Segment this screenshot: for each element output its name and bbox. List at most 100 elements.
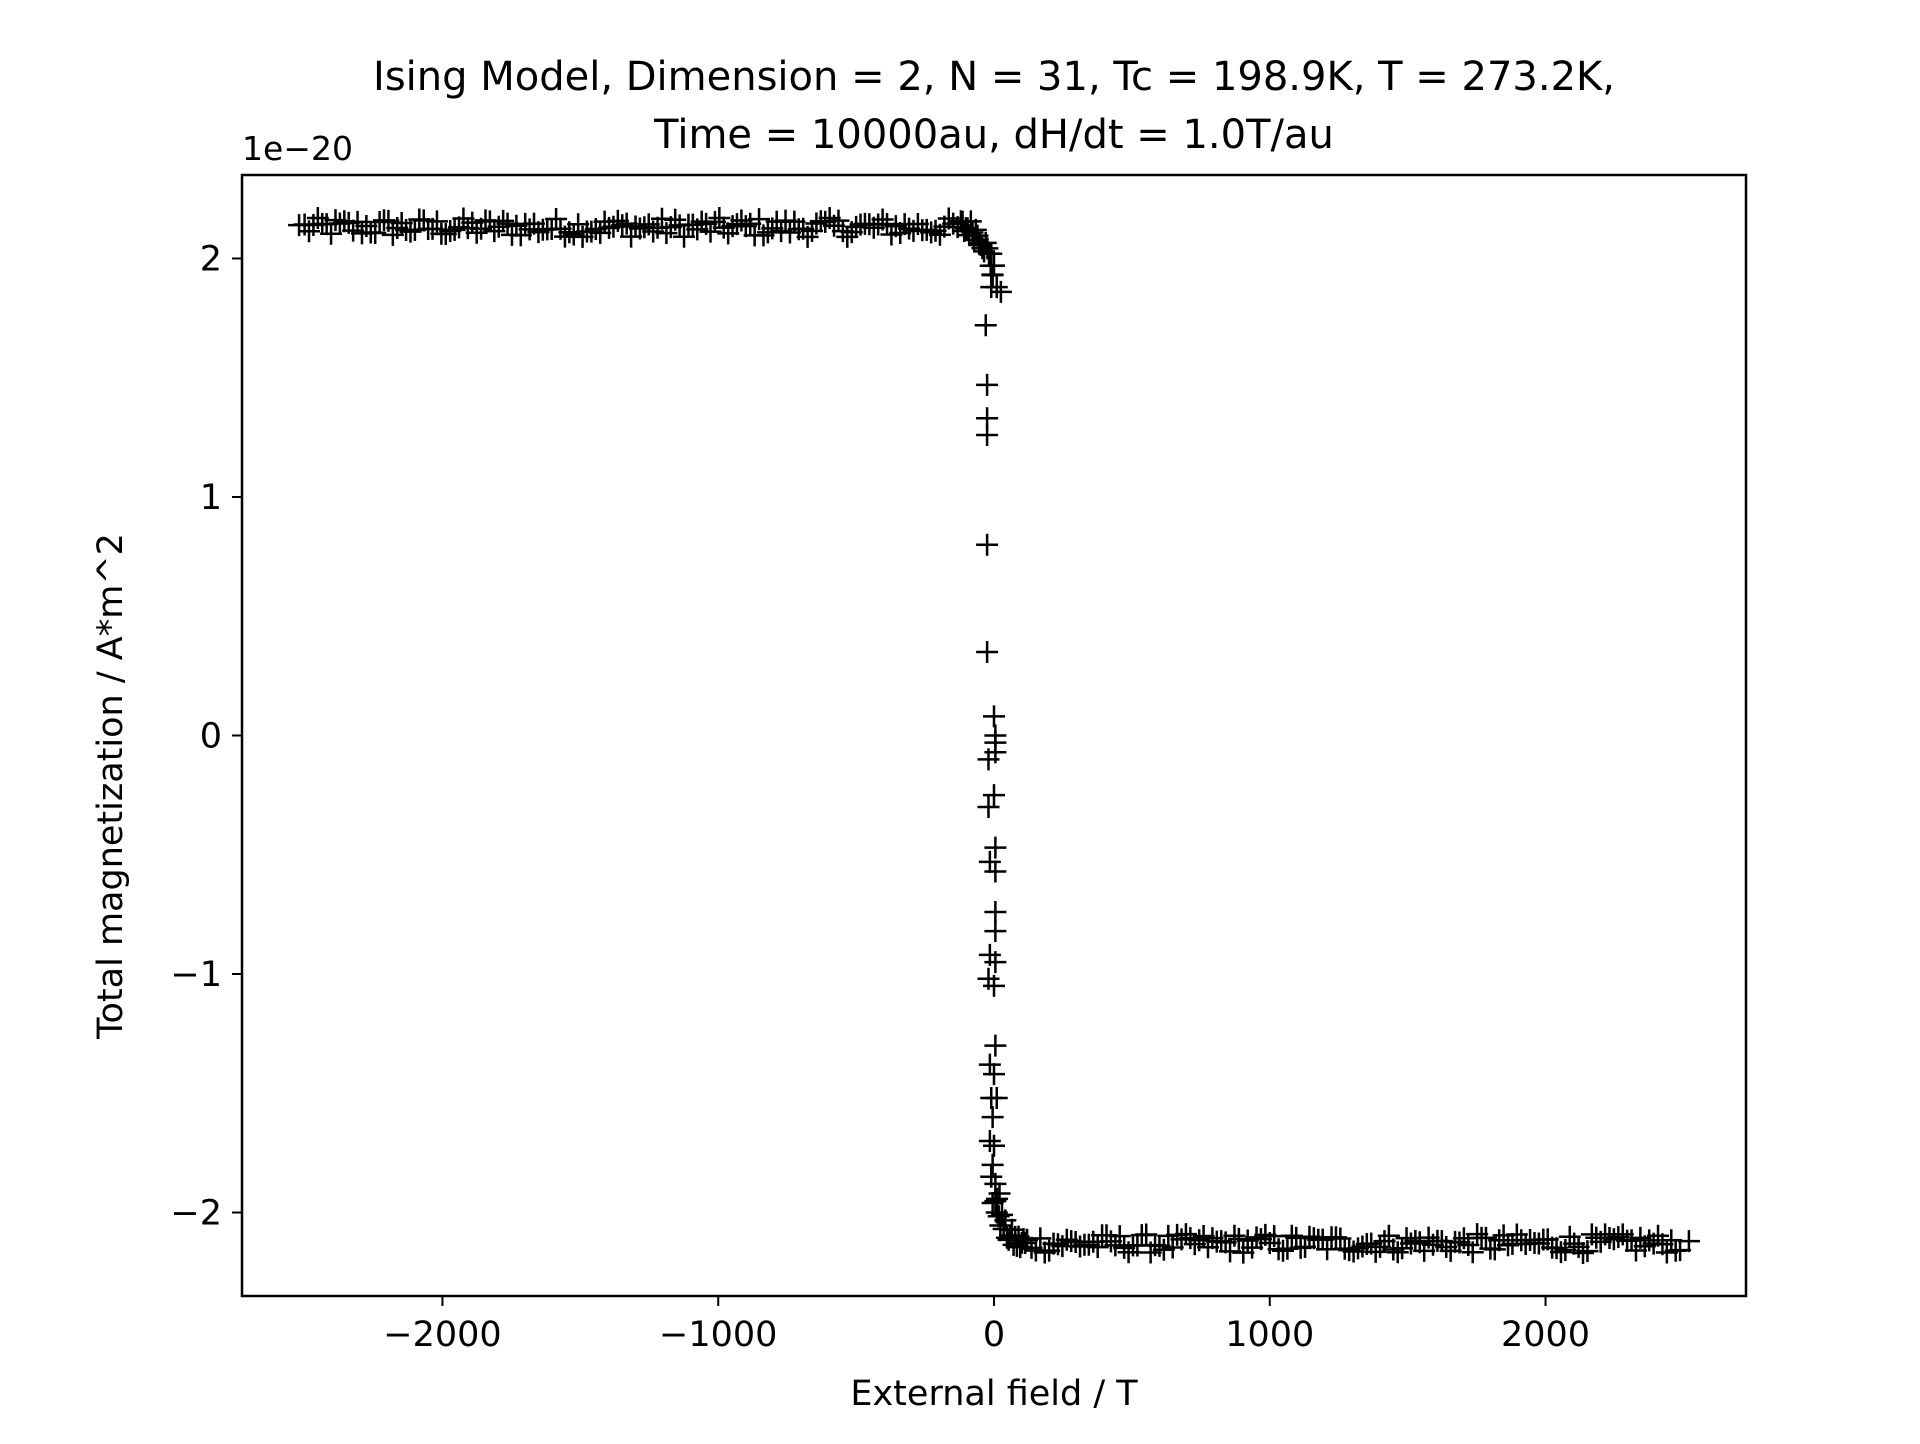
data-point — [976, 373, 999, 396]
data-point — [615, 212, 638, 235]
data-point — [545, 207, 568, 230]
data-point — [1461, 1241, 1484, 1264]
data-point — [1020, 1236, 1043, 1259]
data-point — [571, 225, 594, 248]
data-point — [1113, 1236, 1136, 1259]
data-point — [1029, 1227, 1052, 1250]
chart-title-line-1: Ising Model, Dimension = 2, N = 31, Tc =… — [373, 54, 1615, 100]
data-point — [981, 1153, 1004, 1176]
data-point — [1329, 1227, 1352, 1250]
data-point — [983, 784, 1005, 807]
data-point — [465, 221, 488, 244]
data-point — [642, 220, 665, 243]
data-point — [1435, 1235, 1458, 1258]
data-point — [1395, 1227, 1418, 1250]
data-point — [1404, 1229, 1427, 1252]
data-point — [920, 221, 943, 244]
data-point — [664, 208, 687, 231]
data-point — [452, 207, 475, 230]
data-point — [974, 231, 997, 254]
data-point — [562, 223, 585, 246]
data-point — [1099, 1230, 1122, 1253]
y-tick-label: 1 — [200, 478, 222, 518]
data-point — [1448, 1231, 1471, 1254]
data-point — [984, 900, 1007, 923]
data-point — [1655, 1241, 1678, 1264]
data-point — [1294, 1235, 1317, 1258]
data-point — [1391, 1237, 1414, 1260]
data-point — [602, 215, 625, 238]
data-point — [976, 423, 999, 446]
data-point — [1192, 1224, 1215, 1247]
x-tick-label: −2000 — [383, 1315, 501, 1355]
data-point — [1135, 1223, 1158, 1246]
data-point — [989, 280, 1012, 303]
data-point — [505, 214, 528, 237]
x-tick-label: 2000 — [1501, 1315, 1590, 1355]
plot-area — [288, 206, 1700, 1264]
data-point — [976, 533, 999, 556]
data-point — [1055, 1228, 1078, 1251]
data-point — [1576, 1240, 1599, 1263]
data-point — [1408, 1231, 1431, 1254]
data-point — [730, 209, 753, 232]
data-point — [1152, 1238, 1175, 1261]
data-point — [527, 221, 550, 244]
data-point — [712, 216, 735, 239]
data-point — [509, 224, 532, 247]
data-point — [1677, 1230, 1700, 1253]
data-point — [1549, 1241, 1572, 1264]
data-point — [483, 220, 506, 243]
data-point — [1077, 1233, 1100, 1256]
data-point — [981, 1191, 1004, 1214]
data-point — [1527, 1232, 1550, 1255]
data-point — [1369, 1235, 1392, 1258]
data-point — [985, 276, 1008, 299]
y-axis-label: Total magnetization / A*m^2 — [91, 533, 131, 1040]
data-point — [1466, 1223, 1489, 1246]
data-point — [981, 264, 1004, 287]
data-point — [1483, 1238, 1506, 1261]
data-point — [978, 850, 1001, 873]
data-point — [320, 222, 343, 245]
data-point — [342, 219, 365, 242]
x-tick-label: 0 — [983, 1315, 1005, 1355]
data-point — [1624, 1239, 1647, 1262]
data-point — [673, 225, 696, 248]
data-point — [983, 1063, 1005, 1086]
data-point — [1033, 1241, 1056, 1264]
data-point — [443, 218, 466, 241]
data-point — [1086, 1236, 1109, 1259]
data-point — [1338, 1239, 1361, 1262]
data-point — [985, 1201, 1008, 1224]
data-point — [1232, 1241, 1255, 1264]
data-point — [1196, 1236, 1219, 1259]
data-point — [985, 1087, 1008, 1110]
data-point — [983, 1134, 1005, 1157]
data-point — [1227, 1227, 1250, 1250]
x-tick-label: 1000 — [1225, 1315, 1314, 1355]
data-point — [924, 219, 947, 242]
data-point — [655, 222, 678, 245]
data-point — [827, 209, 850, 232]
data-point — [1474, 1226, 1497, 1249]
data-point — [990, 1203, 1013, 1226]
data-point — [288, 214, 311, 237]
data-point — [364, 222, 387, 245]
data-point — [734, 215, 757, 238]
data-point — [984, 920, 1007, 943]
data-point — [796, 225, 819, 248]
data-point — [1249, 1228, 1272, 1251]
data-point — [1563, 1232, 1586, 1255]
data-point — [1386, 1241, 1409, 1264]
data-point — [984, 860, 1007, 883]
data-point — [778, 221, 801, 244]
data-point — [1633, 1235, 1656, 1258]
data-point — [983, 254, 1005, 277]
data-point — [977, 796, 1000, 819]
data-point — [1179, 1227, 1202, 1250]
data-point — [889, 221, 912, 244]
data-point — [836, 225, 859, 248]
data-point — [871, 208, 894, 231]
